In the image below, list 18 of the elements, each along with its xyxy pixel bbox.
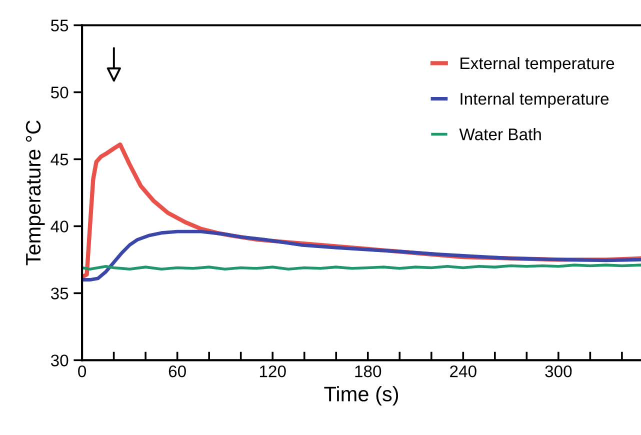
legend-label: External temperature [460,56,614,73]
y-tick-label: 40 [50,220,68,232]
x-tick-label: 240 [450,365,476,378]
x-tick-label: 120 [260,365,286,378]
y-tick-label: 30 [50,354,68,366]
legend-label: Water Bath [459,128,541,140]
y-tick-label: 50 [50,86,68,98]
y-tick-label: 55 [50,20,68,32]
line-series [82,230,641,282]
y-axis-title: Temperature °C [26,120,45,266]
x-tick-label: 60 [168,365,186,378]
legend-label: Internal temperature [460,92,609,108]
x-tick-label: 180 [355,365,382,378]
x-tick-label: 300 [545,365,572,378]
y-tick-label: 45 [50,154,68,166]
x-tick-label: 0 [78,365,86,378]
x-axis-title: Time (s) [324,386,398,406]
y-tick-label: 35 [50,288,68,300]
